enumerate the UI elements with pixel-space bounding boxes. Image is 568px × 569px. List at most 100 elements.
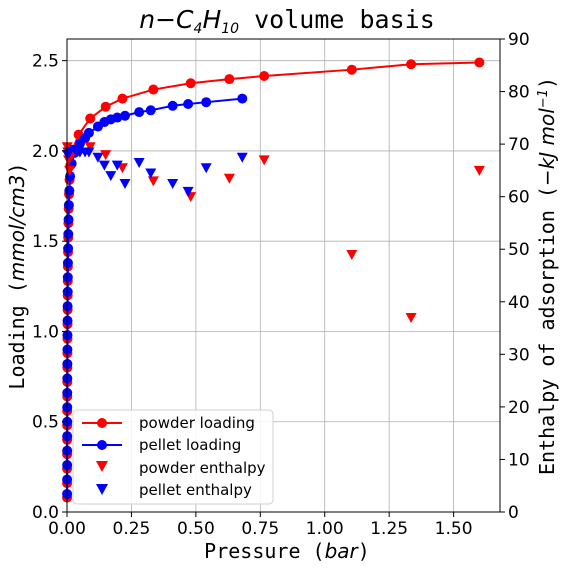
x-axis-label: Pressure (bar)	[204, 539, 370, 563]
x-tick-label: 1.50	[435, 519, 473, 539]
pellet-enthalpy-point	[167, 179, 179, 190]
powder-enthalpy-point	[405, 313, 417, 324]
powder-loading-point	[224, 74, 235, 85]
y2-tick-label: 10	[508, 450, 530, 470]
y-tick-label: 0.5	[32, 413, 59, 433]
x-tick-label: 1.00	[306, 519, 344, 539]
x-tick-label: 0.50	[177, 519, 215, 539]
pellet-loading-point	[64, 185, 75, 196]
pellet-loading-point	[62, 315, 73, 326]
pellet-enthalpy-point	[145, 168, 157, 179]
legend-box	[72, 409, 274, 505]
y-tick-label: 1.0	[32, 322, 59, 342]
title-h: H	[202, 5, 221, 34]
pellet-loading-point	[62, 301, 73, 312]
powder-enthalpy-point	[147, 176, 159, 187]
y2-tick-label: 90	[508, 30, 530, 50]
plot-frame	[66, 38, 501, 513]
axis-ticks: 0.00 0.25 0.50 0.75 1.00 1.25 1.500.00.51.01.5…	[32, 30, 530, 539]
pellet-enthalpy-point	[83, 147, 95, 158]
x-tick-label: 0.75	[241, 519, 279, 539]
pellet-loading-point	[134, 107, 145, 118]
y2-tick-label: 30	[508, 345, 530, 365]
y2-tick-label: 80	[508, 83, 530, 103]
y2-tick-label: 20	[508, 398, 530, 418]
pellet-enthalpy-point	[200, 163, 212, 174]
y-axis-label-b: mmol/cm3	[5, 174, 29, 281]
x-tick-label: 0.00	[48, 519, 86, 539]
y2-axis-label-a: Enthalpy of adsorption (	[535, 186, 559, 475]
pellet-loading-point	[62, 286, 73, 297]
powder-loading-point	[185, 78, 196, 89]
powder-loading-point	[85, 113, 96, 124]
y2-tick-label: 70	[508, 135, 530, 155]
y-tick-label: 2.5	[32, 52, 59, 72]
legend-pellet-loading-marker	[97, 440, 107, 450]
y2-tick-label: 60	[508, 188, 530, 208]
pellet-loading-point	[167, 100, 178, 111]
legend-powder-loading-label: powder loading	[139, 414, 255, 432]
pellet-enthalpy-point	[111, 160, 123, 171]
x-axis-label-c: )	[358, 539, 370, 563]
powder-enthalpy-point	[84, 142, 96, 153]
y-tick-label: 1.5	[32, 232, 59, 252]
powder-loading-point	[148, 84, 159, 95]
legend-powder-enthalpy-marker	[96, 461, 108, 472]
powder-loading-point	[259, 71, 270, 82]
y2-axis-label: Enthalpy of adsorption (−kJ mol−1)	[535, 77, 559, 475]
legend-pellet-enthalpy-marker	[96, 484, 108, 495]
title-c: C	[176, 5, 194, 34]
pellet-loading-point	[63, 200, 74, 211]
y-axis-label: Loading (mmol/cm3)	[5, 162, 29, 389]
title-rest: volume basis	[239, 5, 435, 34]
x-axis-label-a: Pressure (	[204, 539, 324, 563]
pellet-loading-point	[201, 97, 212, 108]
pellet-loading-point	[119, 110, 130, 121]
y-tick-label: 2.0	[32, 142, 59, 162]
x-tick-label: 1.25	[370, 519, 408, 539]
powder-enthalpy-point	[346, 249, 358, 260]
title-minus: −	[155, 5, 176, 34]
pellet-loading-point	[112, 112, 123, 123]
powder-enthalpy-point	[100, 150, 112, 161]
pellet-loading-point	[237, 93, 248, 104]
x-tick-label: 0.25	[113, 519, 151, 539]
x-axis-label-b: bar	[325, 539, 360, 563]
powder-enthalpy-point	[473, 165, 485, 176]
y2-axis-label-d: )	[535, 77, 559, 89]
powder-enthalpy-point	[258, 155, 270, 166]
powder-enthalpy-point	[223, 173, 235, 184]
powder-loading-point	[346, 64, 357, 75]
pellet-loading-point	[63, 214, 74, 225]
y2-axis-label-b: −kJ mol	[535, 108, 559, 186]
legend-pellet-loading-label: pellet loading	[139, 436, 241, 454]
pellet-enthalpy-point	[133, 158, 145, 169]
pellet-loading-point	[63, 228, 74, 239]
chart-title: n−C4H10 volume basis	[139, 5, 435, 37]
pellet-loading-point	[62, 257, 73, 268]
pellet-loading-point	[183, 98, 194, 109]
y2-axis-label-sup: −1	[536, 89, 551, 108]
legend: powder loading pellet loading powder ent…	[72, 409, 274, 505]
pellet-enthalpy-point	[119, 179, 131, 190]
pellet-loading-point	[83, 127, 94, 138]
pellet-loading-point	[145, 105, 156, 116]
pellet-enthalpy-point	[98, 160, 110, 171]
y-axis-label-c: )	[5, 162, 29, 174]
y2-tick-label: 0	[508, 503, 519, 523]
title-sub-4: 4	[194, 21, 203, 37]
powder-loading-point	[474, 57, 485, 68]
plot-series	[61, 57, 485, 503]
pellet-loading-point	[63, 243, 74, 254]
pellet-enthalpy-point	[69, 144, 81, 155]
pellet-enthalpy-point	[182, 186, 194, 197]
legend-powder-enthalpy-label: powder enthalpy	[139, 459, 266, 477]
title-sub-10: 10	[221, 21, 239, 37]
pellet-loading-point	[62, 272, 73, 283]
pellet-loading-point	[65, 171, 76, 182]
powder-loading-point	[117, 93, 128, 104]
powder-loading-point	[406, 59, 417, 70]
y2-tick-label: 40	[508, 293, 530, 313]
pellet-enthalpy-point	[92, 152, 104, 163]
